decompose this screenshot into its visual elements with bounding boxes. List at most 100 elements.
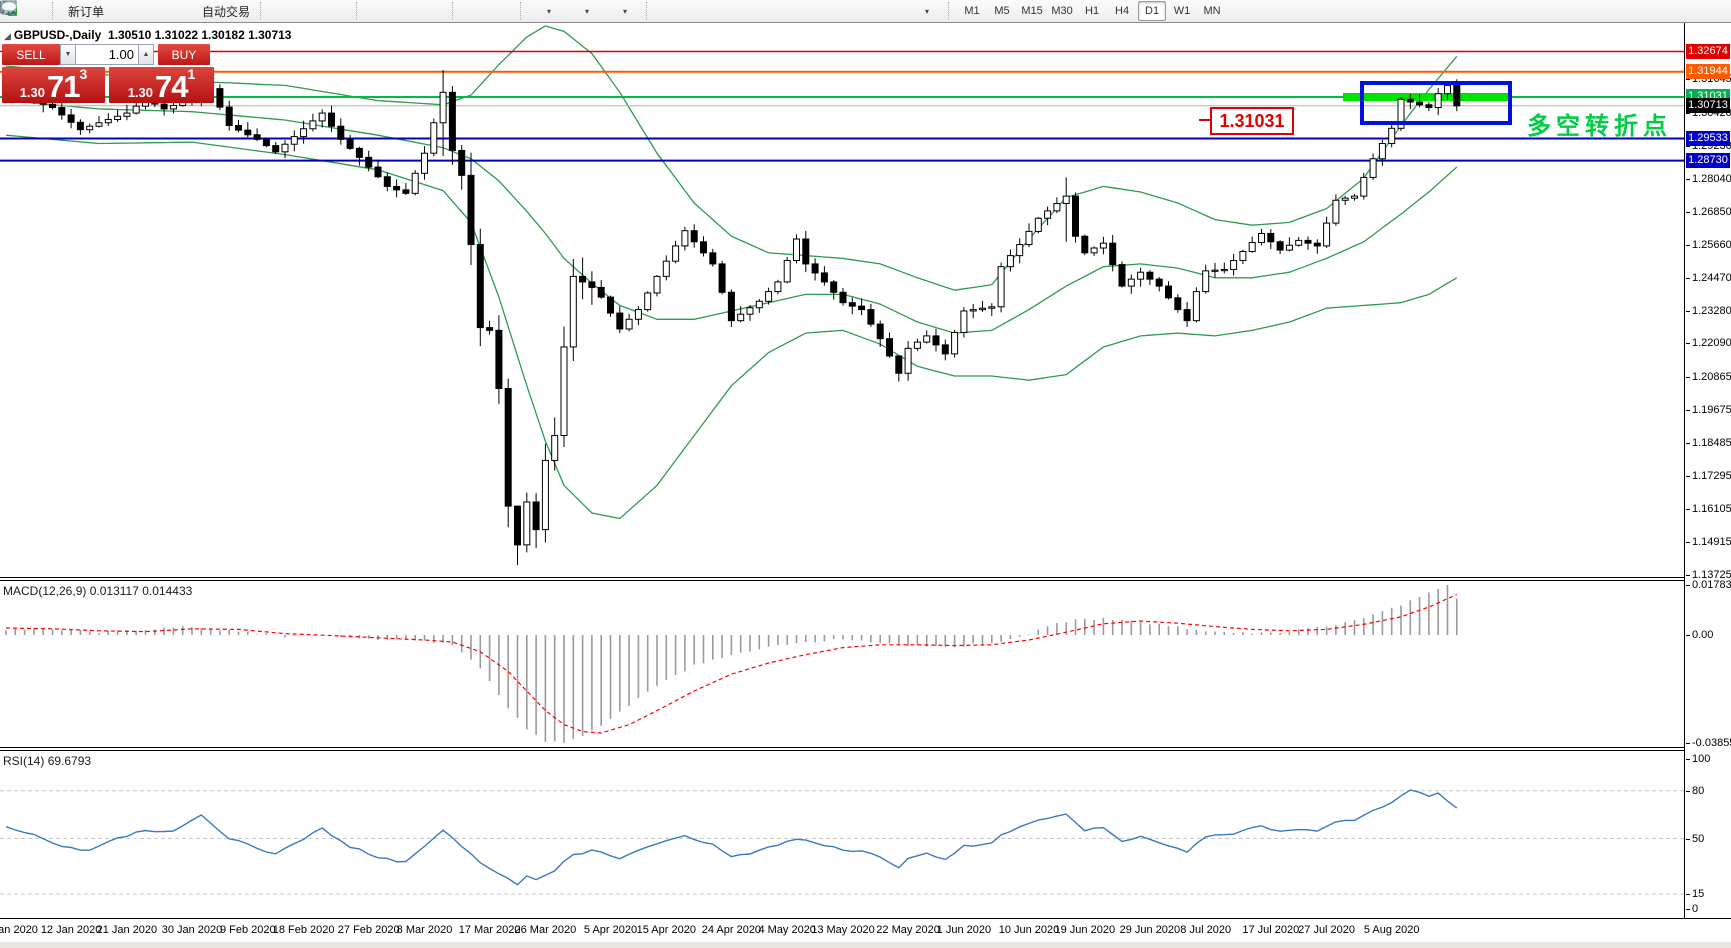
signal-icon[interactable] (1, 0, 194, 22)
date-label: 30 Jan 2020 (161, 924, 223, 936)
date-label: 8 Mar 2020 (396, 924, 453, 936)
timeframe-group: M1 M5 M15 M30 H1 H4 D1 W1 MN (957, 1, 1227, 21)
toolbar-separator (646, 2, 652, 20)
chevron-down-icon: ▾ (585, 6, 590, 16)
date-label: 18 Feb 2020 (272, 924, 335, 936)
date-label: 24 Apr 2020 (701, 924, 762, 936)
volume-decrease-button[interactable]: ▼ (60, 44, 76, 65)
rsi-tick: 50 (1685, 832, 1705, 845)
cursor-icon[interactable] (3, 0, 682, 22)
timeframe-mn[interactable]: MN (1203, 5, 1221, 17)
macd-tick: 0.017833 (1686, 579, 1731, 591)
toolbar-separator (520, 2, 526, 20)
rsi-tick: 0 (1685, 903, 1699, 915)
timeframe-h1[interactable]: H1 (1085, 5, 1100, 17)
candle-chart-icon[interactable] (1, 0, 324, 22)
zoom-in-icon[interactable] (1, 0, 392, 22)
buy-price-display[interactable]: 1.30 74 1 (109, 67, 214, 103)
panel-splitter[interactable] (0, 577, 1731, 581)
macd-tick: 0.00 (1685, 629, 1714, 641)
panel-splitter[interactable] (0, 747, 1731, 751)
vertical-line-icon[interactable] (4, 0, 738, 22)
date-label: 22 May 2020 (876, 924, 940, 936)
toolbar-separator (356, 2, 362, 20)
arrows-button[interactable]: ▾ (3, 0, 944, 22)
date-label: 15 Apr 2020 (636, 924, 696, 936)
price-tick: 1.26850 (1686, 205, 1731, 218)
indicators-button[interactable]: ▾ (1, 0, 566, 22)
new-order-label: 新订单 (68, 4, 105, 19)
main-chart-panel[interactable]: ◢ GBPUSD-,Daily 1.30510 1.31022 1.30182 1… (0, 23, 1731, 577)
date-label: 17 Jul 2020 (1242, 924, 1300, 936)
search-icon[interactable] (1, 0, 1688, 22)
trendline-icon[interactable] (1, 0, 794, 22)
price-tick: 1.23280 (1686, 304, 1731, 317)
chart-shift-icon[interactable] (2, 0, 516, 22)
date-label: 10 Jun 2020 (998, 924, 1060, 936)
price-tick: 1.19675 (1686, 404, 1731, 417)
timeframe-h4[interactable]: H4 (1115, 5, 1130, 17)
volume-input[interactable] (76, 44, 138, 65)
timeframe-m30[interactable]: M30 (1051, 5, 1073, 17)
buy-button[interactable]: BUY (158, 44, 210, 65)
volume-increase-button[interactable]: ▲ (138, 44, 154, 65)
bar-chart-icon[interactable] (1, 0, 296, 22)
auto-scroll-icon[interactable] (2, 0, 488, 22)
price-level-callout[interactable]: 1.31031 (1210, 107, 1294, 135)
timeframe-m5[interactable]: M5 (994, 5, 1010, 17)
price-badge: 1.32674 (1686, 44, 1730, 60)
date-label: 9 Feb 2020 (219, 924, 276, 936)
autotrading-button[interactable]: 自动交易 (1, 0, 256, 22)
rsi-chart[interactable] (0, 751, 1684, 918)
chinese-annotation[interactable]: 多空转折点 (1527, 113, 1672, 140)
horizontal-line-icon[interactable] (1, 0, 766, 22)
toolbar-separator (260, 2, 266, 20)
date-label: 8 Jul 2020 (1180, 924, 1232, 936)
zoom-out-icon[interactable] (1, 0, 420, 22)
text-label-icon[interactable]: T (0, 0, 906, 22)
periods-button[interactable]: ▾ (1, 0, 604, 22)
templates-button[interactable]: ▾ (0, 0, 642, 22)
timeframe-d1[interactable]: D1 (1138, 1, 1167, 21)
price-axis[interactable]: 1.316451.304201.292301.280401.268501.256… (1684, 23, 1731, 918)
chevron-down-icon: ▾ (623, 6, 628, 16)
line-chart-icon[interactable] (0, 0, 352, 22)
rsi-panel[interactable]: RSI(14) 69.6793 (0, 751, 1731, 918)
timeframe-m1[interactable]: M1 (964, 5, 980, 17)
price-tick: 1.18485 (1686, 437, 1731, 450)
timeframe-m15[interactable]: M15 (1021, 5, 1043, 17)
price-tick: 1.28040 (1686, 172, 1731, 185)
price-tick: 1.22090 (1686, 337, 1731, 350)
new-order-button[interactable]: 新订单 (1, 0, 110, 22)
market-watch-icon[interactable] (0, 0, 48, 22)
text-icon[interactable]: A (2, 0, 878, 22)
sell-price-display[interactable]: 1.30 71 3 (2, 67, 105, 103)
candlestick-chart[interactable] (0, 23, 1684, 577)
collapse-arrow-icon[interactable]: ◢ (4, 31, 11, 41)
crosshair-icon[interactable] (1, 0, 710, 22)
date-label: 17 Mar 2020 (458, 924, 521, 936)
chat-icon[interactable] (1, 0, 1716, 22)
timeframe-w1[interactable]: W1 (1173, 5, 1191, 17)
price-tick: 1.13725 (1686, 569, 1731, 581)
price-tick: 1.17295 (1686, 470, 1731, 483)
macd-panel[interactable]: MACD(12,26,9) 0.013117 0.014433 (0, 581, 1731, 747)
sell-button[interactable]: SELL (2, 44, 60, 65)
window-edge (0, 942, 1731, 948)
date-label: Jan 2020 (0, 924, 38, 936)
date-label: 12 Jan 2020 (40, 924, 102, 936)
date-label: 5 Apr 2020 (583, 924, 638, 936)
autotrading-label: 自动交易 (202, 4, 251, 19)
chart-title: ◢ GBPUSD-,Daily 1.30510 1.31022 1.30182 1… (4, 28, 292, 42)
navigator-icon[interactable] (0, 0, 166, 22)
price-badge: 1.31944 (1686, 64, 1730, 80)
macd-chart[interactable] (0, 581, 1684, 747)
metaeditor-icon[interactable] (0, 0, 138, 22)
date-label: 5 Aug 2020 (1363, 924, 1420, 936)
price-tick: 1.16105 (1686, 503, 1731, 516)
channel-icon[interactable]: E (0, 0, 822, 22)
macd-tick: -0.038559 (1686, 737, 1731, 749)
fibonacci-icon[interactable]: F (1, 0, 850, 22)
tile-windows-icon[interactable] (0, 0, 448, 22)
